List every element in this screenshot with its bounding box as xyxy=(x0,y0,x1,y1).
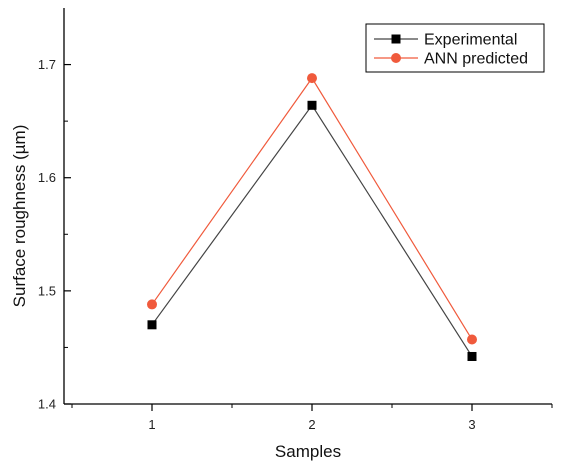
x-axis-label: Samples xyxy=(275,442,341,461)
legend-label-experimental: Experimental xyxy=(424,32,517,49)
y-tick-label: 1.4 xyxy=(38,397,56,412)
x-tick-label: 3 xyxy=(468,417,475,432)
series-line-ann-predicted xyxy=(151,77,473,340)
data-point-experimental-1 xyxy=(147,320,157,330)
legend-marker-experimental xyxy=(391,34,401,44)
legend-marker-ann-predicted xyxy=(391,53,401,63)
y-tick-label: 1.5 xyxy=(38,283,56,298)
legend-box xyxy=(365,23,545,73)
legend-item-ann-predicted: ANN predicted xyxy=(374,51,528,68)
y-tick-label: 1.7 xyxy=(38,57,56,72)
legend: Experimental ANN predicted xyxy=(365,23,545,73)
x-tick-label: 1 xyxy=(148,417,155,432)
data-point-ann-predicted-3 xyxy=(467,334,477,345)
legend-label-ann-predicted: ANN predicted xyxy=(424,51,528,68)
data-point-ann-predicted-1 xyxy=(147,299,157,310)
x-axis-ticks: 1 2 3 xyxy=(71,404,553,432)
y-axis-label: Surface roughness (µm) xyxy=(10,125,29,308)
y-axis-ticks: 1.4 1.5 1.6 1.7 xyxy=(38,57,71,412)
y-tick-label: 1.6 xyxy=(38,170,56,185)
x-tick-label: 2 xyxy=(308,417,315,432)
series-layer xyxy=(147,73,477,361)
legend-item-experimental: Experimental xyxy=(374,32,517,49)
plot-frame xyxy=(63,8,552,405)
series-line-experimental xyxy=(151,104,473,357)
data-point-experimental-3 xyxy=(467,351,477,361)
data-point-experimental-2 xyxy=(307,100,317,110)
data-point-ann-predicted-2 xyxy=(307,73,317,84)
